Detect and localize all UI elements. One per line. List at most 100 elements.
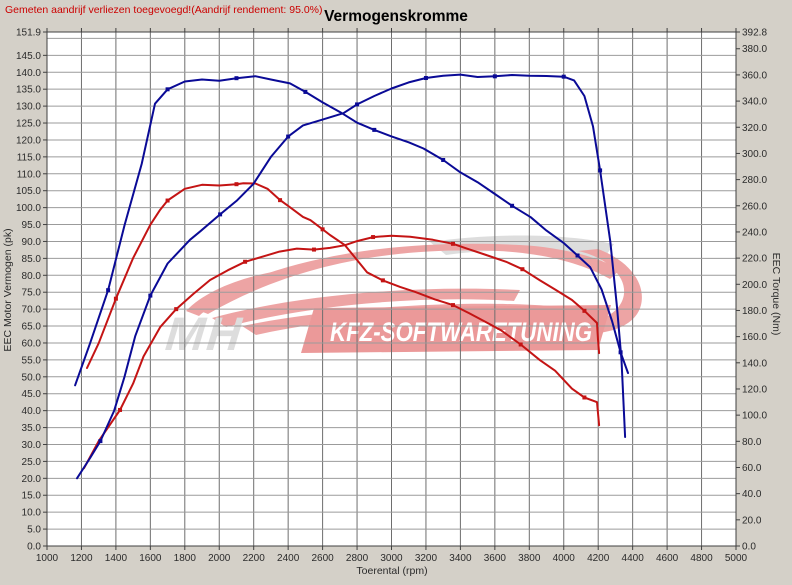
y-right-tick-label: 360.0 (742, 70, 767, 81)
curve-marker-torque-stock (234, 182, 239, 187)
curve-marker-torque-stock (582, 395, 587, 400)
y-right-tick-label: 240.0 (742, 227, 767, 238)
y-right-tick-label: 140.0 (742, 358, 767, 369)
curve-marker-vermogen-tuned (423, 76, 428, 81)
y-axis-title-right: EEC Torque (Nm) (770, 253, 782, 336)
y-left-tick-label: 120.0 (16, 135, 41, 146)
y-left-tick-label: 45.0 (22, 389, 42, 400)
x-tick-label: 1200 (70, 553, 93, 564)
curve-marker-torque-tuned (303, 89, 308, 94)
y-left-tick-label: 90.0 (22, 237, 42, 248)
x-tick-label: 4600 (656, 553, 679, 564)
curve-marker-vermogen-stock (450, 241, 455, 246)
y-left-tick-label: 25.0 (22, 457, 42, 468)
y-right-tick-label: 300.0 (742, 149, 767, 160)
x-tick-label: 2200 (243, 553, 266, 564)
y-right-tick-label: 200.0 (742, 280, 767, 291)
curve-marker-torque-tuned (372, 127, 377, 132)
x-tick-label: 3200 (415, 553, 438, 564)
curve-marker-vermogen-tuned (286, 134, 291, 139)
curve-marker-vermogen-tuned (148, 293, 153, 298)
y-left-tick-label: 35.0 (22, 423, 42, 434)
curve-marker-torque-tuned (234, 76, 239, 81)
curve-marker-torque-tuned (510, 203, 515, 208)
x-tick-label: 4000 (553, 553, 576, 564)
y-left-tick-label: 20.0 (22, 474, 42, 485)
y-right-tick-label: 160.0 (742, 332, 767, 343)
y-left-tick-label: 80.0 (22, 271, 42, 282)
curve-marker-vermogen-stock (243, 259, 248, 264)
y-right-tick-label: 320.0 (742, 123, 767, 134)
watermark-banner-text: KFZ-SOFTWARETUNING (330, 317, 592, 347)
y-left-tick-label: 15.0 (22, 491, 42, 502)
curves (74, 73, 629, 480)
curve-marker-vermogen-stock (582, 308, 587, 313)
y-left-tick-label: 0.0 (27, 542, 41, 553)
y-right-tick-label: 392.8 (742, 28, 767, 39)
y-left-tick-label: 70.0 (22, 305, 42, 316)
y-right-tick-label: 380.0 (742, 44, 767, 55)
curve-torque-tuned (74, 75, 629, 387)
curve-marker-torque-tuned (575, 253, 580, 258)
curve-marker-vermogen-tuned (492, 74, 497, 79)
y-left-tick-label: 130.0 (16, 102, 41, 113)
x-tick-label: 4400 (622, 553, 645, 564)
x-tick-label: 2400 (277, 553, 300, 564)
y-right-tick-label: 180.0 (742, 306, 767, 317)
curve-marker-vermogen-tuned (98, 439, 103, 444)
grid (46, 32, 737, 546)
x-tick-label: 1400 (105, 553, 128, 564)
y-right-tick-label: 280.0 (742, 175, 767, 186)
watermark-car-rear-arc (578, 249, 642, 333)
x-tick-label: 3600 (484, 553, 507, 564)
curve-marker-torque-stock (380, 278, 385, 283)
y-right-tick-label: 100.0 (742, 411, 767, 422)
y-right-tick-label: 40.0 (742, 489, 762, 500)
curve-marker-vermogen-tuned (561, 74, 566, 79)
y-left-tick-label: 115.0 (17, 152, 42, 163)
y-left-tick-label: 30.0 (22, 440, 42, 451)
y-left-tick-label: 5.0 (27, 525, 41, 536)
watermark-car-front (186, 267, 310, 316)
curve-marker-torque-stock (518, 342, 523, 347)
x-tick-label: 5000 (725, 553, 748, 564)
watermark-car-sideline (212, 288, 520, 327)
watermark: MH KFZ-SOFTWARETUNING (163, 235, 642, 360)
curve-marker-torque-stock (320, 227, 325, 232)
tick-labels: 151.9 145.0 140.0 135.0 130.0 125.0 120.0 115.0… (16, 28, 767, 565)
y-left-tick-label: 110.0 (17, 169, 42, 180)
y-right-tick-label: 0.0 (742, 542, 756, 553)
y-left-tick-label: 55.0 (22, 355, 42, 366)
curve-marker-vermogen-tuned (355, 102, 360, 107)
x-tick-label: 1600 (139, 553, 162, 564)
x-tick-label: 3000 (380, 553, 403, 564)
y-left-tick-label: 100.0 (16, 203, 41, 214)
y-right-tick-label: 340.0 (742, 97, 767, 108)
y-left-tick-label: 125.0 (16, 119, 41, 130)
y-left-tick-label: 151.9 (16, 28, 41, 39)
curve-marker-torque-stock (113, 296, 118, 301)
chart-title: Vermogenskromme (324, 8, 468, 25)
watermark-car-body (192, 243, 620, 314)
y-left-tick-label: 95.0 (22, 220, 42, 231)
curve-marker-torque-stock (278, 198, 283, 203)
curve-vermogen-tuned (76, 73, 627, 480)
x-tick-label: 1000 (36, 553, 59, 564)
curve-marker-vermogen-stock (174, 307, 179, 312)
curve-marker-vermogen-stock (118, 407, 123, 412)
x-tick-label: 3400 (449, 553, 472, 564)
axes (43, 28, 740, 550)
x-tick-label: 3800 (518, 553, 541, 564)
watermark-mh: MH (163, 307, 246, 360)
y-right-tick-label: 80.0 (742, 437, 762, 448)
x-tick-label: 4200 (587, 553, 610, 564)
y-left-tick-label: 75.0 (22, 288, 42, 299)
curve-vermogen-stock (83, 234, 601, 470)
y-left-tick-label: 145.0 (16, 51, 41, 62)
curve-marker-vermogen-stock (371, 235, 376, 240)
x-tick-label: 1800 (174, 553, 197, 564)
y-left-tick-label: 65.0 (22, 322, 42, 333)
curve-marker-torque-tuned (106, 288, 111, 293)
